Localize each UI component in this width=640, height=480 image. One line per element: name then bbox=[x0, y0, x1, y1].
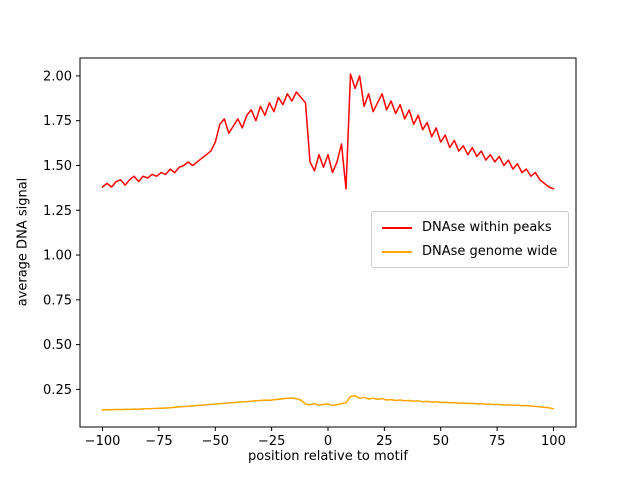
legend-label-within-peaks: DNAse within peaks bbox=[422, 220, 552, 235]
series-line-genome-wide bbox=[101, 394, 555, 411]
y-axis-label: average DNA signal bbox=[15, 177, 31, 307]
x-tick-label: 50 bbox=[432, 434, 449, 449]
y-tick-label: 0.50 bbox=[43, 338, 72, 353]
x-tick-label: 75 bbox=[489, 434, 506, 449]
legend-line-sample-red bbox=[382, 226, 412, 229]
x-tick-label: 25 bbox=[376, 434, 393, 449]
legend: DNAse within peaks DNAse genome wide bbox=[371, 211, 569, 268]
x-tick-label: 0 bbox=[324, 434, 332, 449]
legend-item-genome-wide: DNAse genome wide bbox=[382, 244, 558, 259]
y-tick-label: 1.75 bbox=[43, 114, 72, 129]
y-tick-label: 1.00 bbox=[43, 249, 72, 264]
x-axis-label: position relative to motif bbox=[248, 449, 408, 464]
y-tick-label: 2.00 bbox=[43, 69, 72, 84]
legend-label-genome-wide: DNAse genome wide bbox=[422, 244, 558, 259]
x-tick-label: −25 bbox=[258, 434, 285, 449]
x-tick-label: −75 bbox=[145, 434, 172, 449]
x-tick-label: 100 bbox=[541, 434, 566, 449]
y-tick-label: 1.25 bbox=[43, 204, 72, 219]
series-line-within-peaks bbox=[101, 73, 555, 190]
y-tick-label: 0.75 bbox=[43, 293, 72, 308]
legend-line-sample-orange bbox=[382, 250, 412, 253]
x-tick-label: −100 bbox=[85, 434, 121, 449]
legend-item-within-peaks: DNAse within peaks bbox=[382, 220, 558, 235]
y-tick-label: 0.25 bbox=[43, 383, 72, 398]
y-tick-label: 1.50 bbox=[43, 159, 72, 174]
x-tick-label: −50 bbox=[202, 434, 229, 449]
